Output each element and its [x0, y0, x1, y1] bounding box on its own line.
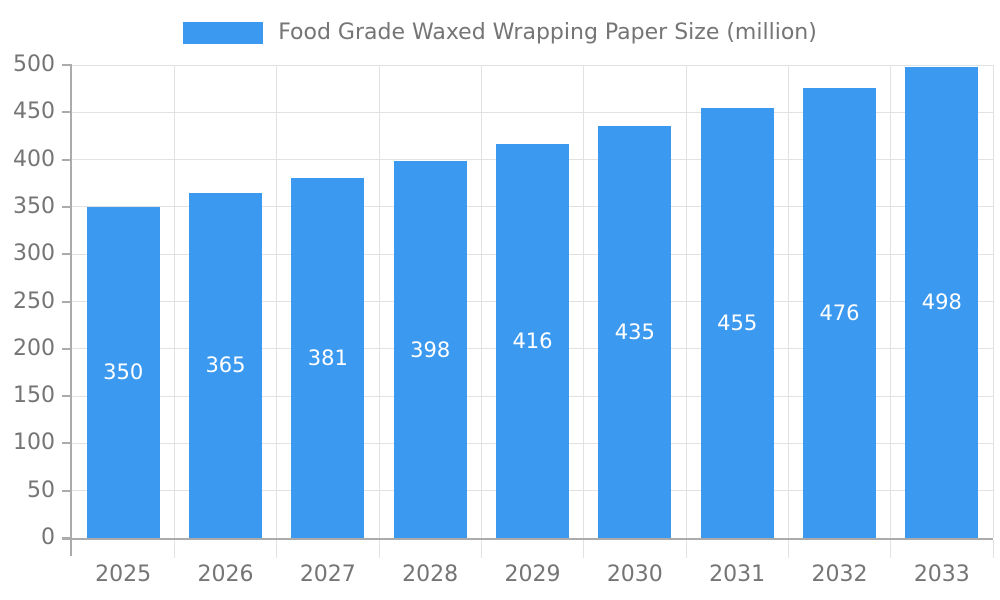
- legend-swatch: [183, 22, 264, 44]
- legend-label: Food Grade Waxed Wrapping Paper Size (mi…: [278, 20, 817, 45]
- y-axis-tick: [62, 253, 72, 256]
- y-tick-label: 500: [13, 52, 55, 77]
- x-tick-label: 2025: [95, 562, 152, 587]
- x-tick-label: 2027: [299, 562, 356, 587]
- legend-item[interactable]: Food Grade Waxed Wrapping Paper Size (mi…: [0, 20, 1000, 46]
- bar: [700, 107, 774, 538]
- bar-value-label: 398: [410, 337, 451, 362]
- bar: [393, 161, 467, 538]
- gridline-vertical: [480, 65, 482, 538]
- x-axis-tick: [173, 540, 175, 558]
- x-tick-label: 2026: [197, 562, 254, 587]
- y-tick-label: 0: [41, 525, 55, 550]
- bar: [189, 192, 262, 538]
- gridline-horizontal: [72, 64, 993, 66]
- x-tick-label: 2030: [606, 562, 663, 587]
- x-axis-tick: [276, 540, 278, 558]
- y-tick-label: 50: [27, 477, 55, 503]
- y-tick-label: 250: [13, 288, 55, 314]
- x-axis-tick: [890, 540, 892, 558]
- y-axis-tick: [62, 395, 72, 398]
- x-tick-label: 2033: [913, 562, 970, 587]
- bar-value-label: 498: [921, 290, 962, 315]
- gridline-vertical: [583, 65, 585, 538]
- x-axis-tick: [685, 540, 687, 558]
- y-axis-tick: [62, 205, 72, 208]
- y-axis-tick: [62, 347, 72, 350]
- y-axis-tick: [62, 442, 72, 445]
- x-axis-tick: [480, 540, 482, 558]
- gridline-vertical: [787, 65, 789, 538]
- gridline-vertical: [173, 65, 175, 538]
- x-axis-line: [62, 538, 993, 540]
- bar: [496, 144, 569, 538]
- x-tick-label: 2028: [402, 562, 459, 587]
- y-axis-tick: [62, 300, 72, 303]
- x-axis-tick: [378, 540, 380, 558]
- gridline-vertical: [685, 65, 687, 538]
- x-tick-label: 2031: [709, 562, 766, 587]
- x-axis-tick: [787, 540, 789, 558]
- y-tick-label: 150: [13, 383, 55, 409]
- gridline-vertical: [276, 65, 278, 538]
- y-tick-label: 350: [13, 193, 55, 219]
- y-axis-tick: [62, 64, 72, 66]
- bar-value-label: 435: [614, 320, 655, 345]
- y-tick-label: 100: [13, 430, 55, 456]
- y-axis-line: [70, 65, 72, 556]
- gridline-vertical: [378, 65, 380, 538]
- y-tick-label: 200: [13, 335, 55, 361]
- y-tick-label: 300: [13, 241, 55, 267]
- bar: [803, 87, 876, 538]
- bar-value-label: 350: [103, 360, 144, 385]
- bar-value-label: 416: [512, 329, 553, 354]
- x-axis-tick: [583, 540, 585, 558]
- y-tick-label: 400: [13, 146, 55, 172]
- y-tick-label: 450: [13, 99, 55, 125]
- bar-value-label: 381: [307, 345, 348, 370]
- y-axis-tick: [62, 158, 72, 161]
- bar-value-label: 476: [819, 300, 860, 325]
- x-axis-tick: [992, 540, 994, 558]
- y-axis-tick: [62, 489, 72, 492]
- bar: [905, 66, 979, 538]
- gridline-vertical: [992, 65, 994, 538]
- bar-value-label: 365: [205, 353, 246, 378]
- bar: [291, 177, 365, 538]
- bar: [598, 126, 672, 538]
- x-tick-label: 2029: [504, 562, 561, 587]
- bar: [86, 206, 160, 538]
- x-tick-label: 2032: [811, 562, 868, 587]
- y-axis-tick: [62, 111, 72, 114]
- bar-value-label: 455: [717, 310, 758, 335]
- gridline-vertical: [890, 65, 892, 538]
- gridline-horizontal: [72, 111, 993, 113]
